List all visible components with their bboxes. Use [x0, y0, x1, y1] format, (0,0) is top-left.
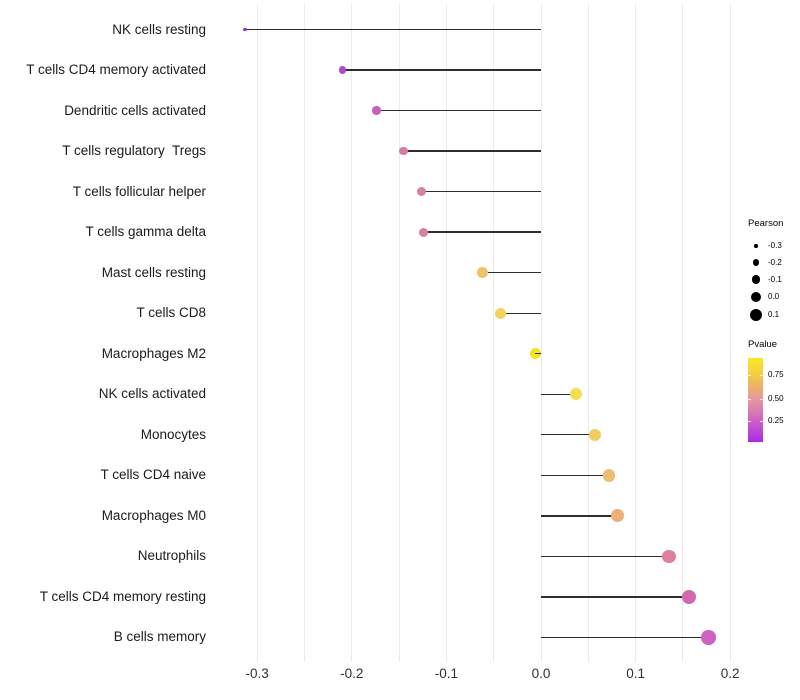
- lollipop-dot: [494, 307, 506, 319]
- y-axis-label: NK cells activated: [98, 386, 206, 402]
- legend-size-label: 0.1: [768, 309, 780, 319]
- legend-pearson-title: Pearson: [748, 218, 784, 229]
- lollipop-stem: [541, 596, 689, 598]
- lollipop-stem: [541, 636, 709, 639]
- colorbar-tick: [748, 399, 751, 400]
- lollipop-dot: [701, 630, 716, 645]
- y-axis-label: Dendritic cells activated: [64, 102, 206, 118]
- legend-size-dot: [751, 275, 761, 284]
- y-axis-label: Mast cells resting: [101, 264, 206, 280]
- lollipop-stem: [541, 393, 576, 395]
- y-axis-label: Macrophages M2: [101, 345, 206, 361]
- lollipop-stem: [541, 434, 595, 436]
- lollipop-stem: [535, 353, 541, 355]
- gridline: [256, 4, 258, 662]
- colorbar-tick: [760, 399, 763, 400]
- legend-size-label: 0.0: [768, 292, 780, 301]
- legend-pvalue-title: Pvalue: [748, 339, 778, 350]
- lollipop-stem: [541, 555, 669, 558]
- y-axis-label: T cells CD4 naive: [100, 467, 206, 483]
- lollipop-dot: [243, 27, 247, 32]
- legend-size-dot: [750, 308, 762, 321]
- x-tick-label: 0.2: [720, 666, 740, 681]
- gridline: [493, 4, 495, 662]
- gridline: [304, 4, 305, 662]
- gridline: [398, 4, 400, 662]
- lollipop-stem: [403, 150, 541, 152]
- y-axis-label: T cells CD4 memory activated: [26, 62, 206, 78]
- colorbar-tick-label: 0.50: [768, 394, 784, 403]
- x-tick-label: 0.0: [531, 666, 551, 681]
- y-axis-label: T cells regulatory Tregs: [62, 143, 206, 159]
- lollipop-stem: [541, 474, 610, 477]
- lollipop-stem: [342, 69, 541, 71]
- gridline: [635, 4, 637, 662]
- colorbar-tick: [760, 375, 763, 376]
- lollipop-dot: [570, 388, 582, 401]
- lollipop-stem: [244, 28, 541, 31]
- gridline: [351, 4, 353, 662]
- legend-size-dot: [750, 291, 762, 303]
- lollipop-dot: [529, 348, 541, 360]
- legend-size-label: -0.3: [768, 241, 782, 250]
- gridline: [445, 4, 447, 662]
- colorbar-tick-label: 0.25: [768, 416, 784, 425]
- lollipop-dot: [417, 187, 427, 197]
- lollipop-dot: [372, 106, 381, 115]
- lollipop-dot: [611, 509, 625, 523]
- x-tick-label: 0.1: [626, 666, 645, 681]
- lollipop-dot: [588, 428, 601, 441]
- lollipop-dot: [681, 589, 696, 604]
- y-axis-label: T cells CD8: [136, 305, 206, 321]
- x-tick-label: -0.1: [434, 666, 459, 681]
- lollipop-dot: [477, 267, 488, 278]
- legend-size-dot: [752, 259, 760, 266]
- legend-size-dot: [754, 244, 758, 248]
- gridline: [587, 4, 589, 662]
- gridline: [540, 4, 542, 662]
- pvalue-colorbar: [748, 358, 763, 442]
- lollipop-dot: [338, 66, 346, 74]
- gridline: [682, 4, 684, 662]
- legend-size-label: -0.1: [768, 274, 782, 284]
- y-axis-label: Neutrophils: [137, 548, 206, 564]
- colorbar-tick: [748, 421, 751, 422]
- y-axis-label: T cells CD4 memory resting: [39, 588, 206, 604]
- lollipop-dot: [399, 146, 409, 156]
- lollipop-stem: [500, 312, 541, 314]
- legend-size-label: -0.2: [768, 257, 782, 267]
- y-axis-label: Monocytes: [140, 426, 206, 442]
- lollipop-stem: [376, 109, 541, 112]
- lollipop-stem: [482, 271, 541, 274]
- y-axis-label: T cells gamma delta: [85, 224, 206, 240]
- lollipop-stem: [423, 231, 541, 233]
- colorbar-tick-label: 0.75: [768, 370, 784, 379]
- y-axis-label: T cells follicular helper: [72, 183, 206, 199]
- x-tick-label: -0.3: [245, 666, 269, 681]
- colorbar-tick: [748, 375, 751, 376]
- x-tick-label: -0.2: [340, 666, 364, 681]
- lollipop-dot: [419, 227, 429, 237]
- lollipop-stem: [421, 190, 541, 193]
- y-axis-label: B cells memory: [113, 629, 206, 645]
- lollipop-stem: [541, 515, 618, 517]
- gridline: [729, 4, 731, 662]
- lollipop-dot: [602, 469, 616, 482]
- y-axis-label: Macrophages M0: [101, 507, 206, 523]
- y-axis-label: NK cells resting: [112, 21, 206, 37]
- colorbar-tick: [760, 421, 763, 422]
- lollipop-dot: [661, 549, 676, 564]
